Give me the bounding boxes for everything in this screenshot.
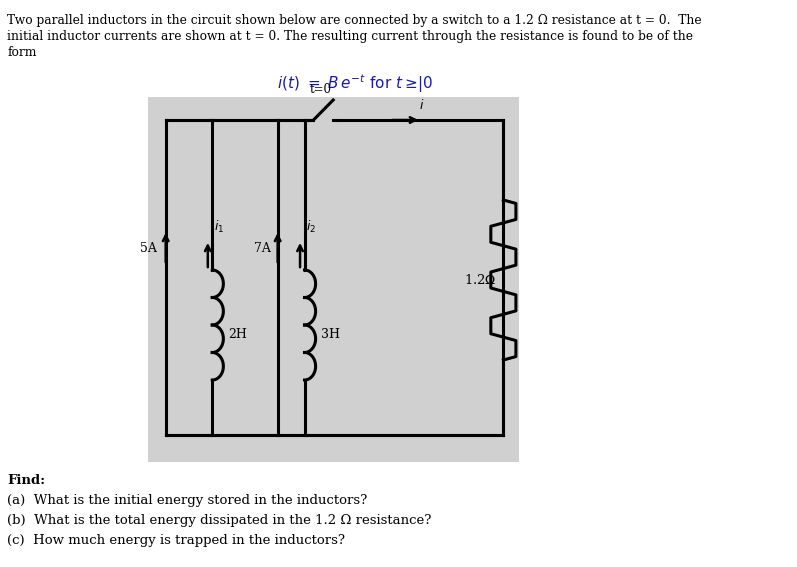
Text: initial inductor currents are shown at t = 0. The resulting current through the : initial inductor currents are shown at t…	[7, 30, 693, 43]
Text: 7A: 7A	[253, 242, 270, 255]
Bar	[147, 97, 520, 462]
Text: $i$: $i$	[419, 98, 425, 112]
Text: 3H: 3H	[320, 328, 340, 341]
Text: (b)  What is the total energy dissipated in the 1.2 Ω resistance?: (b) What is the total energy dissipated …	[7, 514, 431, 527]
Text: $i(t)\ =\ B\,e^{-t}\ \mathrm{for}\ t \geq\!|0$: $i(t)\ =\ B\,e^{-t}\ \mathrm{for}\ t \ge…	[277, 72, 434, 95]
Text: (a)  What is the initial energy stored in the inductors?: (a) What is the initial energy stored in…	[7, 494, 367, 507]
Text: 2H: 2H	[229, 328, 247, 341]
Text: form: form	[7, 46, 37, 59]
Text: (c)  How much energy is trapped in the inductors?: (c) How much energy is trapped in the in…	[7, 534, 345, 547]
Text: 1.2$\Omega$: 1.2$\Omega$	[464, 273, 497, 287]
Text: Two parallel inductors in the circuit shown below are connected by a switch to a: Two parallel inductors in the circuit sh…	[7, 14, 702, 27]
Text: $i_2$: $i_2$	[306, 219, 316, 235]
Text: 5A: 5A	[139, 242, 157, 255]
Text: $i_1$: $i_1$	[214, 219, 224, 235]
Text: t=0: t=0	[310, 83, 332, 96]
Text: Find:: Find:	[7, 474, 45, 487]
